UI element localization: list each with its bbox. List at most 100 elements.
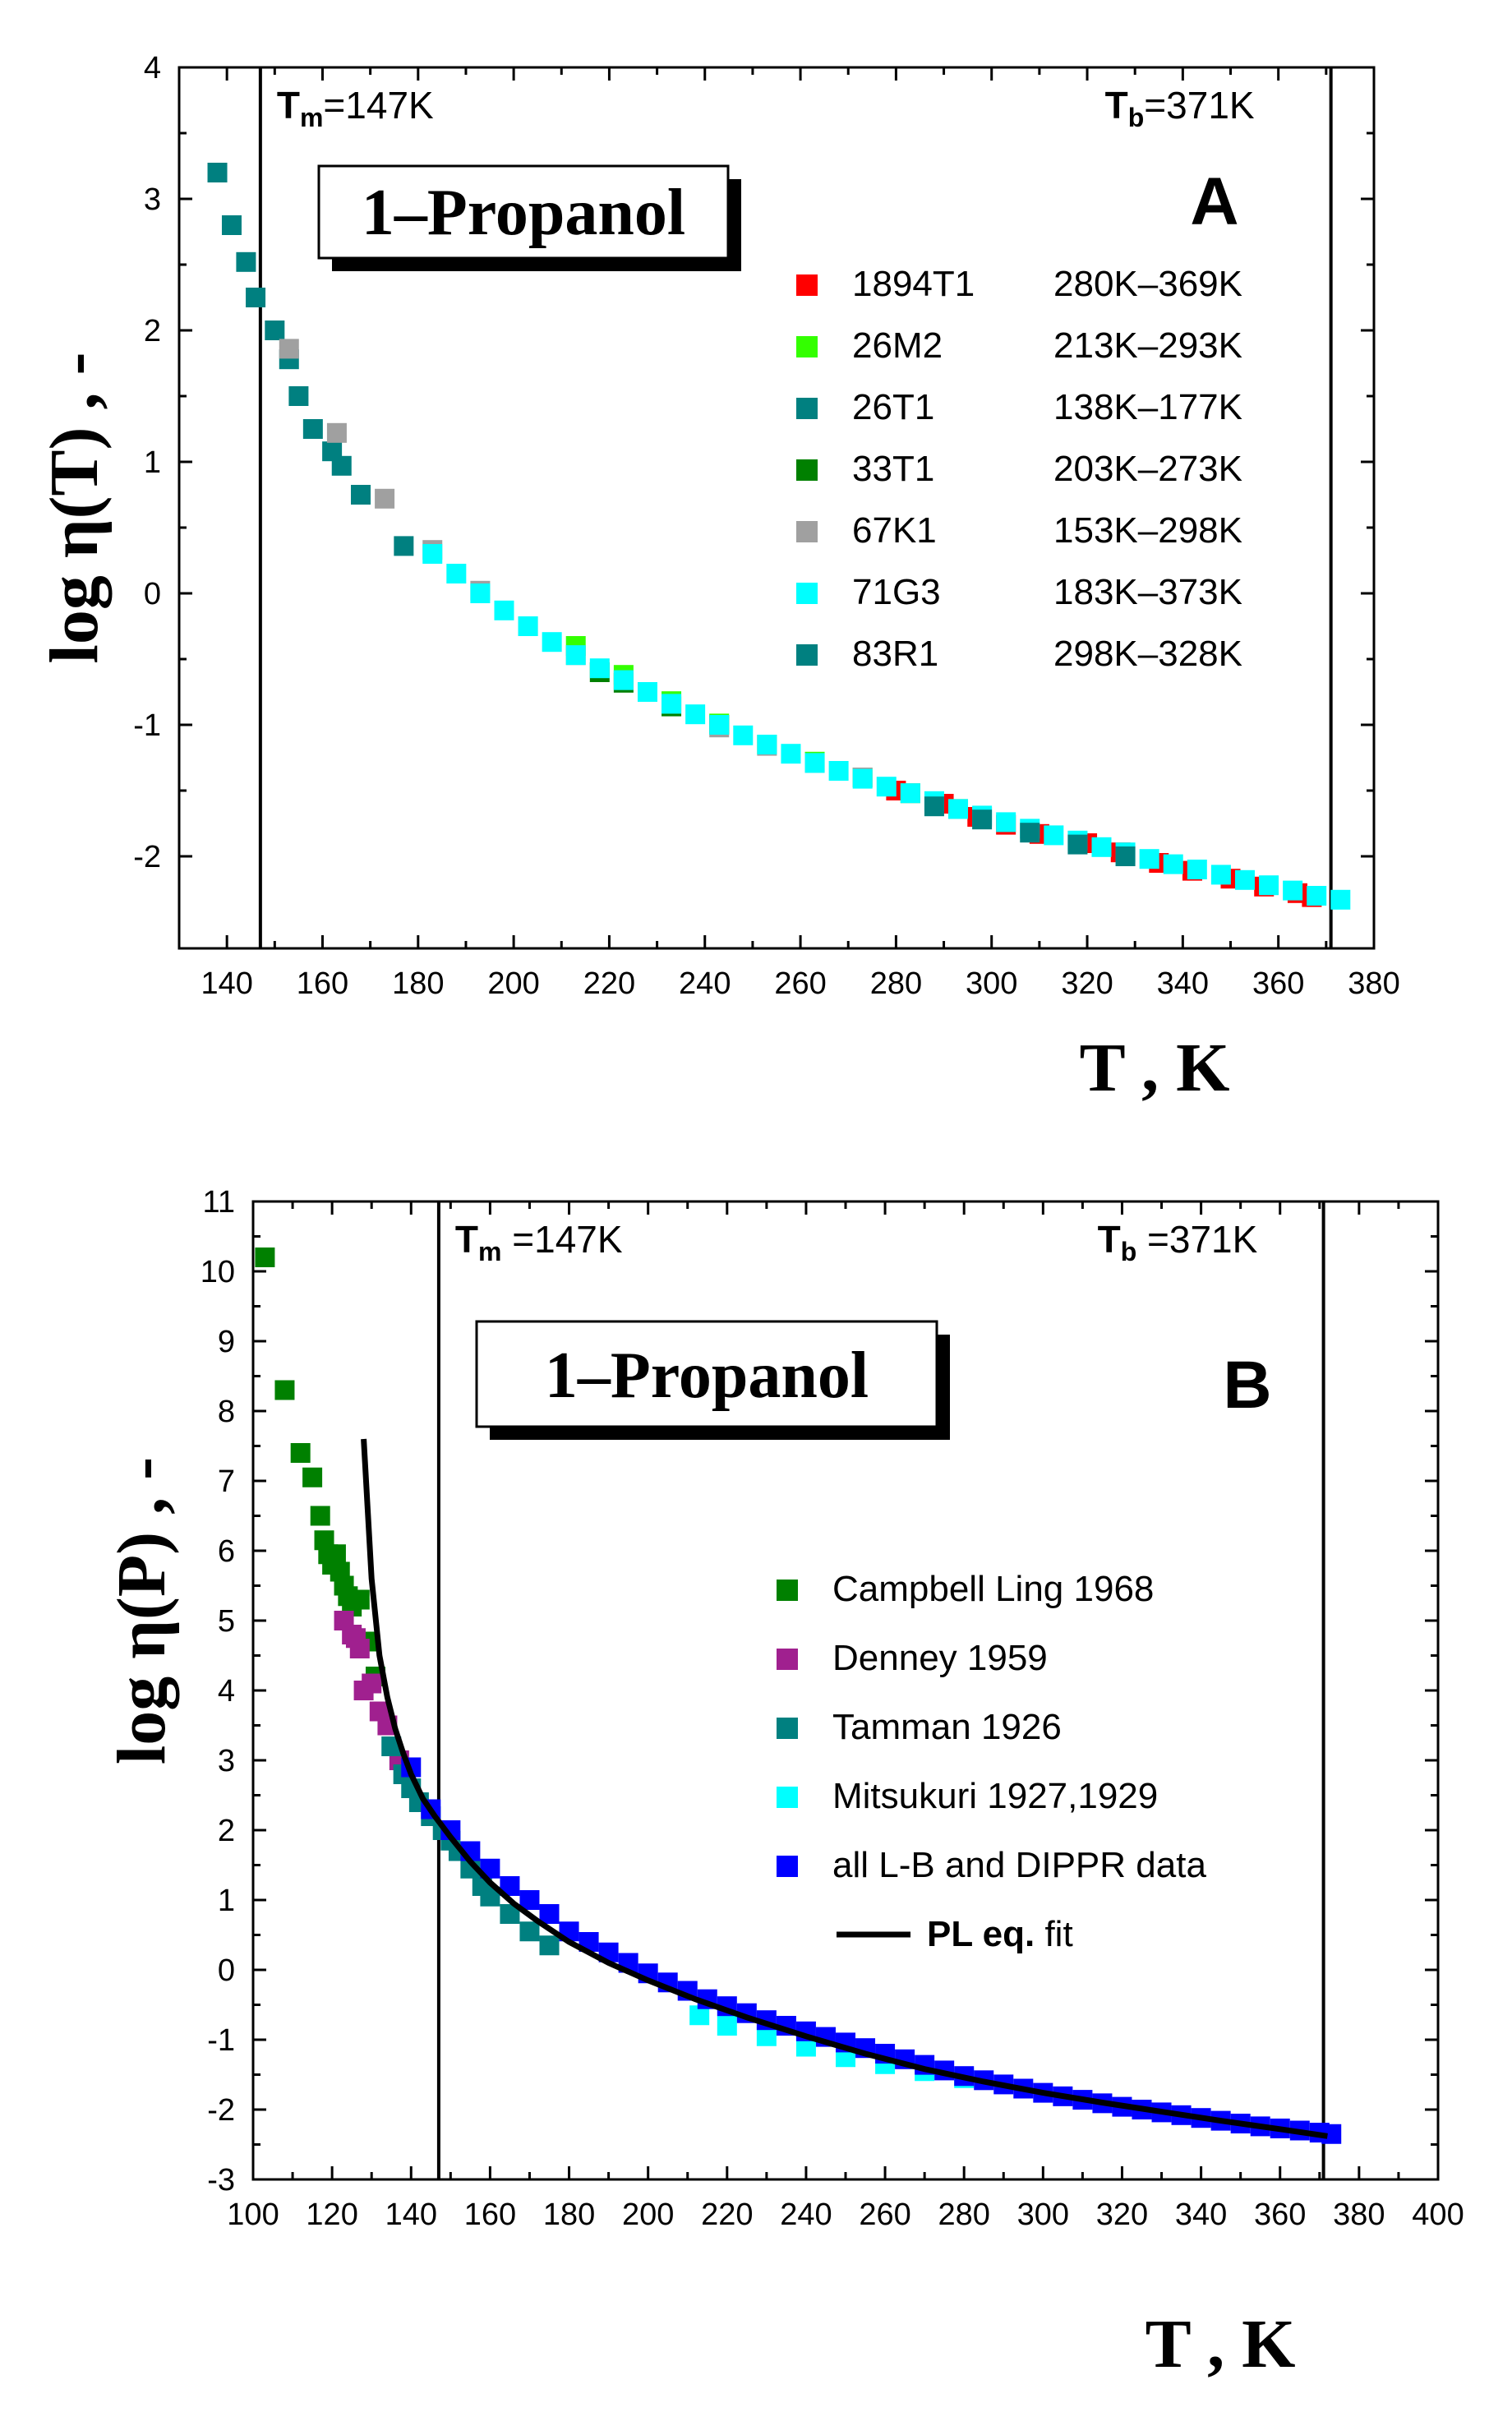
- data-point: [422, 544, 443, 564]
- x-tick-label: 180: [543, 2198, 595, 2232]
- data-point: [589, 658, 610, 679]
- legend-label: Campbell Ling 1968: [832, 1569, 1154, 1609]
- legend-swatch: [796, 274, 818, 296]
- reference-line-label: Tm=147K: [277, 84, 434, 132]
- data-point: [781, 744, 801, 764]
- x-tick-label: 240: [679, 966, 731, 1001]
- legend-swatch: [796, 521, 818, 542]
- legend-swatch: [777, 1787, 798, 1808]
- data-point: [246, 288, 266, 307]
- data-point: [852, 768, 873, 789]
- x-tick-label: 260: [859, 2198, 910, 2232]
- legend-range: 213K–293K: [1053, 325, 1242, 366]
- y-tick-label: 8: [218, 1395, 235, 1429]
- x-tick-label: 400: [1412, 2198, 1464, 2232]
- panel-b-plot-frame: [251, 1200, 1440, 2181]
- y-tick-label: -1: [133, 708, 161, 743]
- y-tick-label: 2: [144, 314, 161, 348]
- data-point: [302, 419, 323, 439]
- panel-b-title-box: [475, 1320, 938, 1428]
- legend-swatch: [796, 398, 818, 419]
- data-point: [519, 1890, 540, 1910]
- x-tick-label: 380: [1348, 966, 1399, 1001]
- data-point: [542, 632, 562, 653]
- x-tick-label: 300: [966, 966, 1017, 1001]
- data-point: [539, 1904, 560, 1924]
- legend-swatch: [777, 1649, 798, 1670]
- legend-label: 26M2: [852, 325, 943, 366]
- legend-swatch: [777, 1718, 798, 1739]
- legend-label: 1894T1: [852, 264, 975, 304]
- legend-label: 71G3: [852, 572, 941, 612]
- panel-a-x-axis-title: T , K: [1080, 1030, 1230, 1106]
- data-point: [972, 809, 993, 830]
- panel-b-reference-lines: Tm =147K Tb =371K: [436, 1201, 1325, 2179]
- panel-b-tick-labels: 100 120 140 160 180 200 220 240 260 280 300 320 340 3…: [201, 1185, 1464, 2232]
- data-point: [1210, 865, 1231, 885]
- panel-a-legend: 1894T1 280K–369K 26M2 213K–293K 26T1 138K–177…: [796, 264, 1242, 674]
- panel-b-title-box-text: 1–Propanol: [545, 1340, 869, 1412]
- data-point: [349, 1639, 370, 1658]
- y-tick-label: 9: [218, 1325, 235, 1359]
- data-point: [207, 163, 228, 182]
- data-point: [326, 422, 347, 443]
- x-tick-label: 180: [392, 966, 444, 1001]
- x-tick-label: 280: [938, 2198, 989, 2232]
- data-point: [519, 1921, 540, 1942]
- data-point: [685, 704, 706, 725]
- data-point: [221, 215, 242, 235]
- panel-a-title-box: [317, 164, 730, 260]
- y-tick-label: 6: [218, 1534, 235, 1569]
- data-point: [733, 725, 754, 745]
- panel-a-chart: Tm=147K Tb=371K 140 160 180 200 220 240 260 280 3…: [36, 51, 1400, 1106]
- data-point: [1091, 837, 1112, 857]
- legend-swatch: [796, 644, 818, 666]
- data-point: [637, 682, 657, 702]
- data-point: [255, 1248, 275, 1267]
- data-point: [1283, 880, 1303, 901]
- y-tick-label: 3: [218, 1744, 235, 1778]
- legend-label: all L-B and DIPPR data: [832, 1845, 1206, 1885]
- x-tick-label: 140: [201, 966, 252, 1001]
- y-tick-label: 1: [218, 1884, 235, 1918]
- x-tick-label: 300: [1017, 2198, 1069, 2232]
- y-tick-label: 4: [218, 1674, 235, 1709]
- legend-range: 203K–273K: [1053, 449, 1242, 489]
- legend-label: Mitsukuri 1927,1929: [832, 1776, 1158, 1816]
- legend-label: 83R1: [852, 634, 938, 674]
- y-tick-label: 2: [218, 1814, 235, 1848]
- data-point: [310, 1506, 330, 1526]
- data-point: [1187, 860, 1207, 879]
- x-tick-label: 340: [1175, 2198, 1227, 2232]
- data-point: [1115, 846, 1136, 866]
- data-point: [274, 1380, 295, 1400]
- panel-b-ticks: [251, 1200, 1440, 2181]
- data-point: [876, 777, 897, 797]
- data-point: [924, 796, 944, 817]
- data-point: [539, 1935, 560, 1956]
- x-tick-label: 200: [622, 2198, 674, 2232]
- y-tick-label: -2: [207, 2093, 235, 2128]
- panel-b-legend: Campbell Ling 1968 Denney 1959 Tamman 1926…: [777, 1569, 1206, 1954]
- panel-a-plot-frame: [177, 66, 1376, 950]
- legend-swatch: [777, 1856, 798, 1877]
- y-tick-label: 7: [218, 1464, 235, 1499]
- legend-swatch: [777, 1580, 798, 1601]
- data-point: [1139, 849, 1159, 869]
- data-point: [494, 600, 514, 620]
- panel-b-fit-curve: [361, 1438, 1328, 2139]
- x-tick-label: 220: [583, 966, 635, 1001]
- y-tick-label: -1: [207, 2023, 235, 2058]
- data-point: [349, 1589, 370, 1610]
- x-tick-label: 340: [1157, 966, 1209, 1001]
- x-tick-label: 380: [1333, 2198, 1385, 2232]
- panel-a-data-points: [207, 163, 1351, 910]
- reference-line-label: Tm =147K: [455, 1218, 623, 1266]
- legend-range: 138K–177K: [1053, 387, 1242, 427]
- data-point: [1020, 823, 1040, 843]
- x-tick-label: 220: [701, 2198, 753, 2232]
- data-point: [757, 735, 777, 754]
- data-point: [375, 488, 395, 509]
- x-tick-label: 100: [227, 2198, 279, 2232]
- data-point: [1163, 854, 1183, 874]
